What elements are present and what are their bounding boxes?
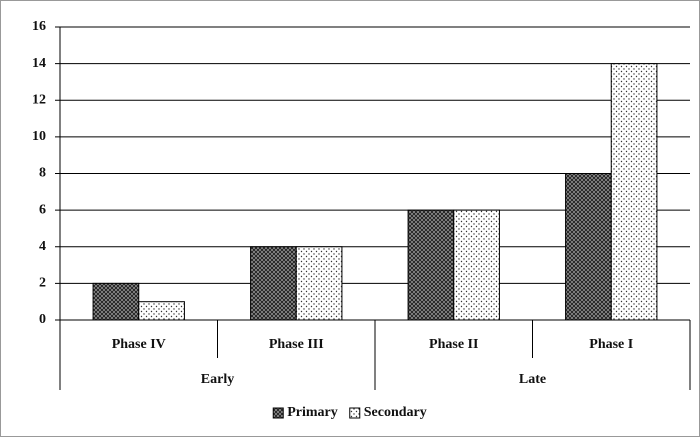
bar: [407, 209, 455, 321]
legend-swatch: [272, 407, 284, 419]
y-tick-label: 2: [39, 276, 46, 291]
bar: [250, 246, 297, 321]
group-label: Early: [201, 372, 234, 387]
legend-swatch: [349, 407, 361, 419]
x-tick-label: Phase III: [269, 337, 324, 352]
legend-label: Primary: [287, 405, 338, 420]
y-tick-label: 0: [39, 312, 46, 327]
bar: [295, 246, 343, 321]
bar: [453, 209, 500, 321]
group-label: Late: [519, 372, 546, 387]
bar: [610, 63, 658, 321]
y-tick-label: 12: [32, 92, 46, 107]
y-tick-label: 4: [39, 239, 46, 254]
bar: [92, 282, 140, 321]
x-tick-label: Phase I: [589, 337, 633, 352]
y-tick-label: 6: [39, 202, 46, 217]
y-tick-label: 8: [39, 166, 46, 181]
bar: [565, 173, 612, 321]
x-tick-label: Phase II: [429, 337, 478, 352]
y-tick-label: 16: [32, 19, 46, 34]
legend-label: Secondary: [364, 405, 427, 420]
x-tick-label: Phase IV: [112, 337, 166, 352]
y-tick-label: 14: [32, 56, 46, 71]
y-tick-label: 10: [32, 129, 46, 144]
bar: [138, 301, 185, 321]
